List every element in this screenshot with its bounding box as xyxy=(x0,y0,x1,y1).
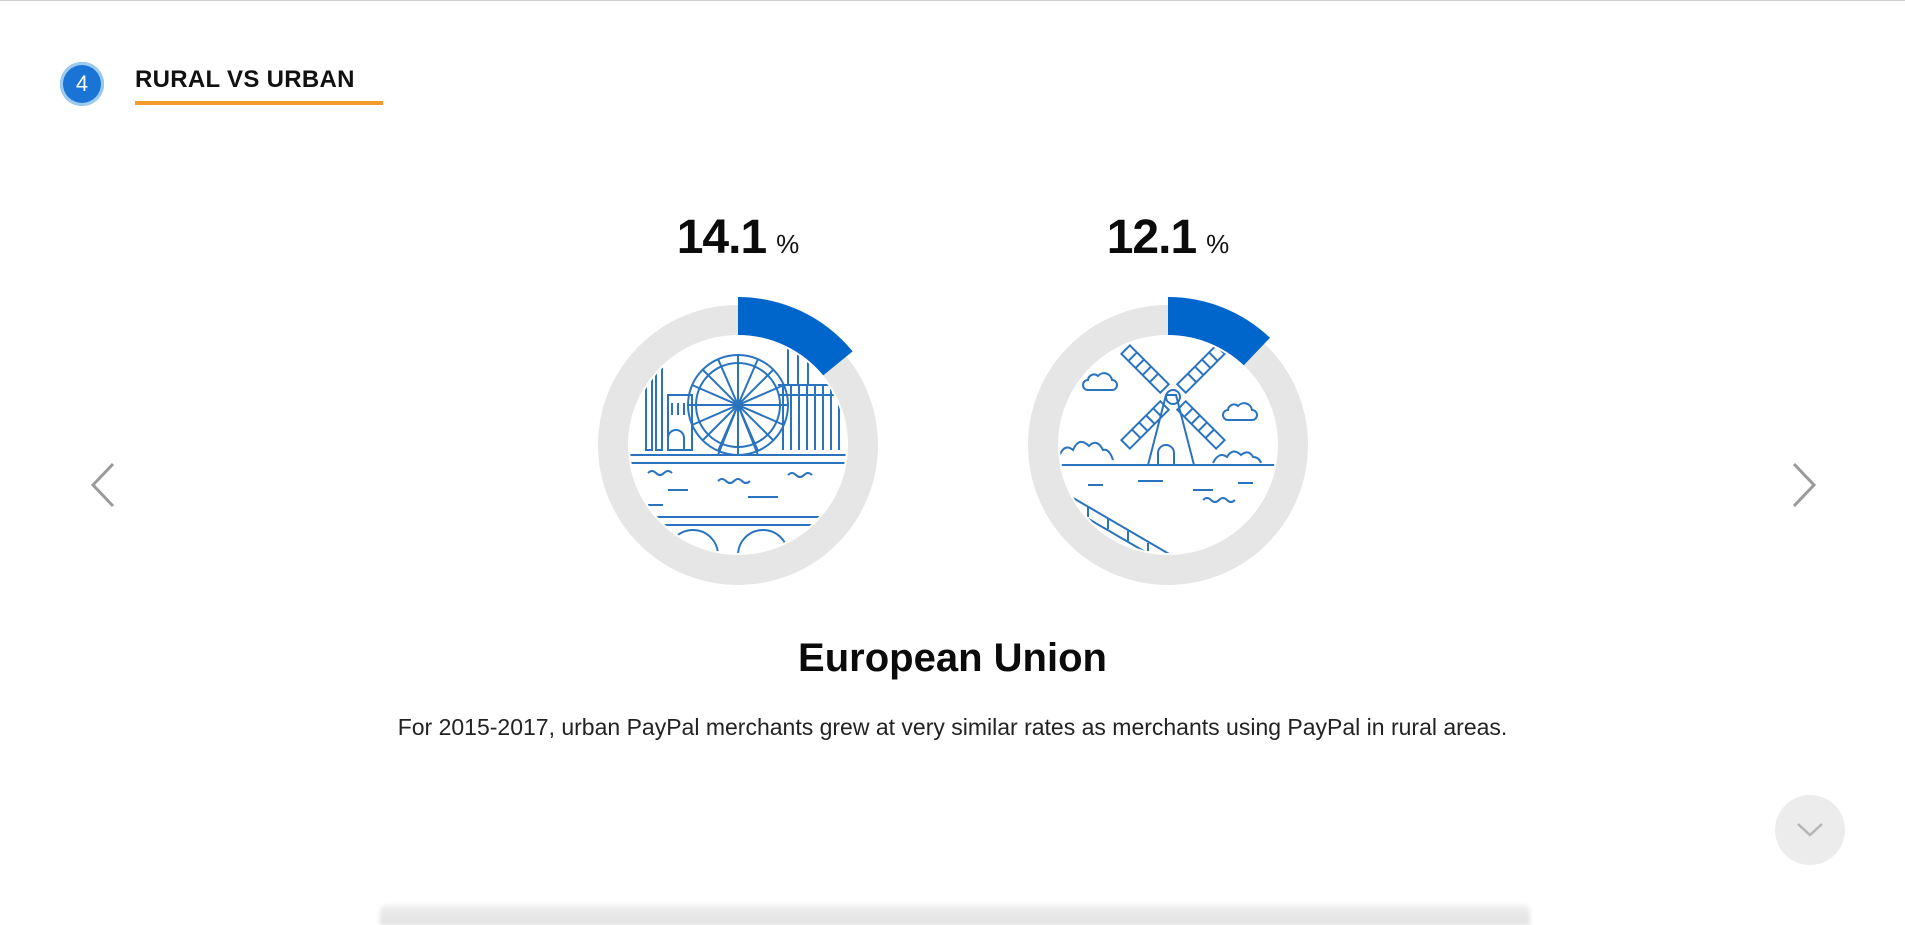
section-title-underline xyxy=(135,101,383,105)
urban-donut-chart xyxy=(588,285,888,595)
chevron-right-icon[interactable] xyxy=(1786,460,1822,510)
chevron-down-icon xyxy=(1796,822,1824,838)
section-title: RURAL VS URBAN xyxy=(135,66,355,94)
section-number-badge: 4 xyxy=(60,62,104,106)
rural-stat-value: 12.1 xyxy=(1107,210,1196,265)
urban-stat: 14.1 % xyxy=(638,210,838,265)
rural-donut-chart xyxy=(1018,285,1318,595)
chevron-left-icon[interactable] xyxy=(85,460,121,510)
section-number: 4 xyxy=(76,71,88,97)
region-title: European Union xyxy=(0,636,1905,681)
rural-stat-unit: % xyxy=(1206,229,1229,260)
region-description: For 2015-2017, urban PayPal merchants gr… xyxy=(0,714,1905,741)
top-border xyxy=(0,0,1905,1)
rural-stat: 12.1 % xyxy=(1068,210,1268,265)
urban-stat-unit: % xyxy=(776,229,799,260)
next-card-edge xyxy=(380,905,1530,925)
scroll-down-button[interactable] xyxy=(1775,795,1845,865)
urban-stat-value: 14.1 xyxy=(677,210,766,265)
